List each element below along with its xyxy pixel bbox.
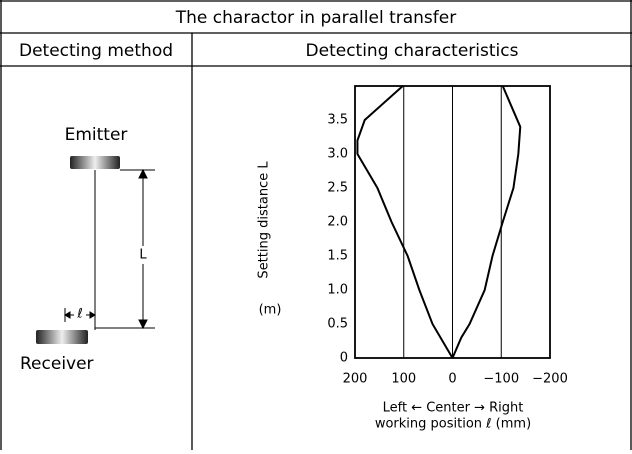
y-axis-label: Setting distance L (257, 161, 272, 279)
column-header: Detecting characteristics (306, 41, 519, 61)
boundary-line (356, 85, 454, 359)
emitter-label: Emitter (65, 125, 128, 145)
receiver-label: Receiver (20, 354, 94, 374)
x-tick-label: 200 (343, 372, 368, 387)
y-tick-label: 3.5 (327, 113, 348, 128)
emitter-icon (70, 156, 120, 169)
table-title: The charactor in parallel transfer (175, 8, 456, 28)
receiver-icon (36, 330, 88, 344)
x-tick-label: 100 (391, 372, 416, 387)
column-header: Detecting method (19, 41, 173, 61)
y-tick-label: 1.0 (327, 283, 348, 298)
y-tick-label: 3.0 (327, 147, 348, 162)
x-tick-label: 0 (448, 372, 456, 387)
boundary-line (451, 85, 522, 359)
y-tick-label: 2.5 (327, 181, 348, 196)
method-diagram: Emitter L ℓ Receiver (20, 125, 155, 374)
y-tick-label: 0 (340, 351, 348, 366)
x-tick-label: −100 (483, 372, 519, 387)
x-tick-label: −200 (532, 372, 568, 387)
distance-label: L (139, 248, 147, 263)
y-axis-unit: (m) (259, 303, 282, 318)
offset-label: ℓ (76, 307, 82, 322)
x-axis-label: Left ← Center → Right (383, 401, 524, 416)
x-axis-label: working position ℓ (mm) (375, 417, 531, 432)
y-tick-label: 2.0 (327, 215, 348, 230)
y-tick-label: 1.5 (327, 249, 348, 264)
y-tick-label: 0.5 (327, 317, 348, 332)
